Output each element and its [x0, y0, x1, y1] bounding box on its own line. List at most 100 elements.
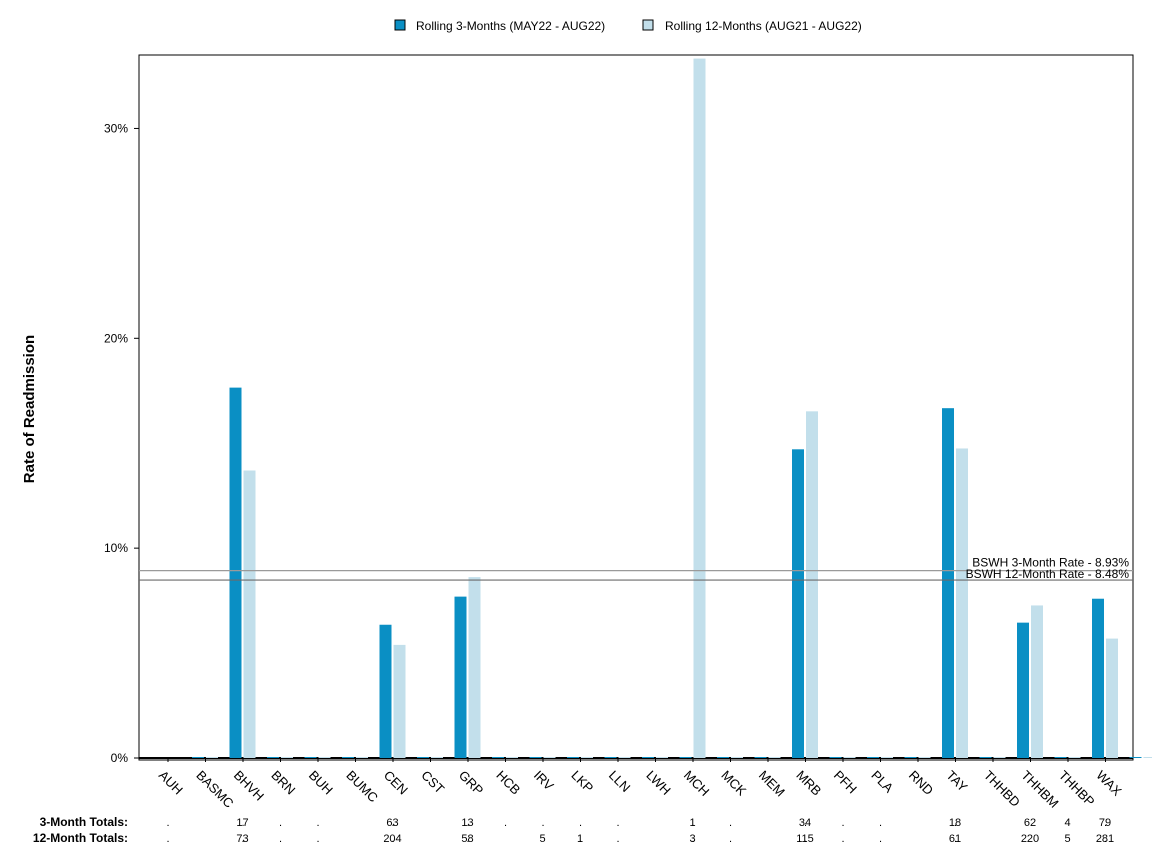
bar-12-month-bhvh	[281, 757, 293, 758]
x-tick-label-thhbm: THHBM	[1018, 768, 1061, 811]
bar-12-month-lwh	[693, 58, 706, 759]
three-month-total: .	[579, 817, 582, 829]
x-tick-label-pfh: PFH	[831, 768, 860, 797]
ref-label-12-month: BSWH 12-Month Rate - 8.48%	[966, 567, 1130, 581]
three-month-total: .	[166, 817, 169, 829]
twelve-month-total: 1	[577, 833, 583, 845]
three-month-totals-label: 3-Month Totals:	[40, 815, 128, 829]
bar-3-month-hcb	[529, 757, 542, 758]
legend-label-3-month: Rolling 3-Months (MAY22 - AUG22)	[416, 19, 605, 33]
x-tick-label-wax: WAX	[1093, 768, 1124, 799]
three-month-total: .	[1104, 817, 1107, 829]
reference-lines: BSWH 3-Month Rate - 8.93%BSWH 12-Month R…	[139, 556, 1133, 581]
bar-3-month-cen	[417, 757, 429, 758]
twelve-month-totals-label: 12-Month Totals:	[33, 831, 128, 845]
three-month-total: .	[466, 817, 469, 829]
bar-12-month-basmc	[243, 470, 256, 758]
three-month-total: .	[241, 817, 244, 829]
bar-3-month-brn	[304, 757, 317, 758]
twelve-month-total: 3	[689, 833, 695, 845]
x-tick-label-cst: CST	[418, 768, 447, 797]
x-tick-label-thhbp: THHBP	[1056, 768, 1098, 810]
three-month-total: 4	[1064, 817, 1070, 829]
three-month-total: .	[504, 817, 507, 829]
x-tick-label-lkp: LKP	[568, 768, 596, 796]
x-tick-label-cen: CEN	[381, 768, 411, 798]
bar-12-month-mrb	[843, 757, 856, 758]
bar-3-month-mem	[792, 449, 804, 758]
bar-12-month-grp	[506, 757, 518, 758]
x-tick-label-mem: MEM	[756, 768, 788, 800]
bar-12-month-lkp	[618, 757, 631, 758]
bar-3-month-basmc	[229, 387, 242, 758]
bar-3-month-thhbd	[1017, 622, 1029, 758]
y-tick-label: 30%	[104, 121, 128, 135]
bar-3-month-thhbm	[1054, 757, 1067, 758]
y-axis-ticks: 0% 10% 20% 30%	[104, 121, 1133, 765]
twelve-month-total: .	[729, 833, 732, 845]
bar-3-month-thhbp	[1092, 598, 1104, 758]
bar-3-month-bumc	[379, 624, 392, 758]
twelve-month-total: .	[954, 833, 957, 845]
bar-12-month-thhbp	[1106, 638, 1118, 758]
twelve-month-total: .	[841, 833, 844, 845]
twelve-month-total: .	[579, 833, 582, 845]
bar-12-month-mck	[768, 757, 781, 758]
twelve-month-total: 73	[236, 833, 248, 845]
twelve-month-total: 220	[1021, 833, 1039, 845]
twelve-month-total: .	[804, 833, 807, 845]
bar-3-month-mck	[754, 757, 767, 758]
y-tick-label: 20%	[104, 331, 128, 345]
twelve-month-total: .	[466, 833, 469, 845]
three-month-total: .	[616, 817, 619, 829]
bar-12-month-irv	[581, 757, 593, 758]
three-month-total: .	[804, 817, 807, 829]
x-tick-label-pla: PLA	[868, 768, 896, 796]
bar-3-month-grp	[492, 757, 504, 758]
three-month-total: 13	[461, 817, 473, 829]
twelve-month-total: .	[279, 833, 282, 845]
bars	[192, 58, 1152, 759]
bar-12-month-mem	[806, 411, 818, 758]
legend: Rolling 3-Months (MAY22 - AUG22) Rolling…	[394, 19, 862, 33]
x-tick-label-mck: MCK	[718, 768, 749, 799]
three-month-total: 62	[1024, 817, 1036, 829]
bar-12-month-thhbd	[1031, 605, 1043, 758]
plot-frame	[138, 54, 1134, 761]
three-month-total: .	[879, 817, 882, 829]
y-axis-label: Rate of Readmission	[21, 335, 38, 483]
bar-3-month-lln	[642, 757, 654, 758]
three-month-total: .	[841, 817, 844, 829]
x-tick-label-hcb: HCB	[493, 768, 523, 798]
twelve-month-total: 61	[949, 833, 961, 845]
bar-3-month-wax	[1129, 757, 1142, 758]
three-month-total: .	[691, 817, 694, 829]
bar-3-month-lkp	[604, 757, 617, 758]
bar-3-month-mch	[717, 757, 729, 758]
three-month-total: .	[316, 817, 319, 829]
y-tick-label: 10%	[104, 541, 128, 555]
three-month-total: 18	[949, 817, 961, 829]
bar-12-month-cen	[431, 757, 443, 758]
twelve-month-total: .	[616, 833, 619, 845]
twelve-month-total: .	[879, 833, 882, 845]
x-tick-label-lwh: LWH	[643, 768, 673, 798]
three-month-total: 34	[799, 817, 811, 829]
twelve-month-total: .	[316, 833, 319, 845]
three-month-total: .	[954, 817, 957, 829]
twelve-month-total: .	[391, 833, 394, 845]
x-tick-label-lln: LLN	[606, 768, 633, 795]
twelve-month-total: 58	[461, 833, 473, 845]
bar-3-month-mrb	[829, 757, 842, 758]
bar-12-month-pfh	[881, 757, 893, 758]
bar-12-month-bumc	[393, 644, 406, 758]
bar-12-month-wax	[1143, 757, 1152, 758]
bar-12-month-buh	[356, 757, 368, 758]
bar-3-month-buh	[342, 757, 354, 758]
three-month-total: 17	[236, 817, 248, 829]
bar-3-month-pfh	[867, 757, 879, 758]
legend-swatch-3-month	[394, 19, 406, 31]
ref-label-3-month: BSWH 3-Month Rate - 8.93%	[972, 556, 1129, 570]
